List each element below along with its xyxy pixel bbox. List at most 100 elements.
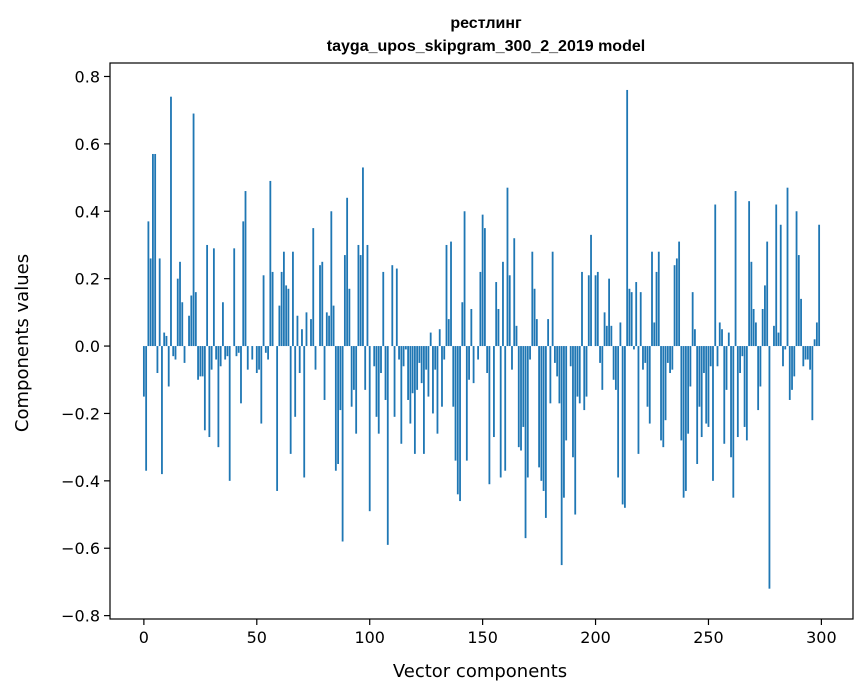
- bar-component-57: [271, 271, 274, 347]
- bar-component-185: [560, 346, 563, 566]
- y-tick-label: 0.4: [75, 202, 100, 221]
- x-tick-label: 100: [354, 628, 385, 647]
- bar-component-118: [409, 346, 412, 424]
- bar-component-225: [651, 251, 653, 347]
- bar-component-30: [210, 346, 213, 370]
- bar-component-24: [197, 346, 199, 380]
- bar-component-206: [608, 278, 611, 347]
- bar-component-233: [669, 346, 671, 374]
- bar-component-26: [201, 346, 204, 377]
- bar-component-93: [352, 346, 355, 390]
- bar-component-280: [775, 204, 778, 347]
- bar-component-203: [601, 346, 604, 390]
- bar-component-209: [614, 346, 617, 390]
- bar-component-5: [154, 153, 157, 347]
- bar-component-72: [305, 312, 308, 347]
- bar-component-236: [675, 258, 678, 347]
- bar-component-3: [149, 258, 152, 347]
- bar-component-253: [714, 204, 717, 347]
- bar-component-33: [217, 346, 220, 448]
- bar-component-237: [678, 241, 681, 347]
- chart-subtitle: tayga_upos_skipgram_300_2_2019 model: [327, 38, 645, 55]
- bar-component-32: [215, 346, 218, 360]
- bar-component-215: [628, 288, 631, 347]
- bar-component-179: [547, 319, 550, 347]
- y-tick-label: −0.8: [61, 607, 100, 626]
- bar-component-142: [463, 211, 466, 347]
- bar-component-64: [287, 288, 290, 347]
- bar-component-202: [599, 346, 601, 363]
- bar-component-294: [806, 346, 809, 360]
- bar-component-53: [262, 275, 265, 347]
- bar-component-264: [739, 346, 741, 374]
- bar-component-186: [563, 346, 565, 498]
- bar-component-226: [653, 322, 656, 347]
- bar-component-59: [276, 346, 279, 491]
- x-tick-label: 150: [467, 628, 498, 647]
- bar-component-100: [368, 346, 371, 512]
- bar-component-116: [404, 346, 407, 350]
- bar-component-251: [709, 346, 712, 367]
- bar-component-15: [176, 278, 179, 347]
- bar-component-60: [278, 305, 281, 347]
- bar-component-282: [779, 224, 782, 347]
- bar-component-268: [748, 201, 751, 347]
- bar-component-288: [793, 346, 796, 377]
- bar-component-131: [438, 329, 441, 347]
- bar-component-104: [377, 346, 380, 434]
- bar-component-126: [427, 346, 430, 397]
- bar-component-290: [797, 255, 800, 347]
- bar-component-180: [549, 346, 552, 404]
- bar-component-29: [208, 346, 211, 438]
- y-tick-label: −0.4: [61, 472, 100, 491]
- bar-component-213: [624, 346, 626, 508]
- bar-component-62: [282, 251, 285, 347]
- bar-component-256: [721, 329, 723, 347]
- bar-component-234: [671, 346, 674, 370]
- bar-component-45: [244, 191, 247, 347]
- bar-component-242: [689, 346, 692, 387]
- bar-component-120: [413, 346, 416, 454]
- bar-component-220: [639, 292, 642, 347]
- bar-component-191: [574, 346, 577, 515]
- bar-component-158: [499, 346, 502, 478]
- bar-component-263: [736, 346, 739, 438]
- bar-component-269: [750, 261, 753, 347]
- bar-component-127: [429, 332, 432, 347]
- bar-component-18: [183, 346, 186, 363]
- bar-component-150: [481, 214, 484, 347]
- bar-component-217: [633, 346, 635, 350]
- bar-component-10: [165, 335, 168, 347]
- bar-component-166: [517, 346, 520, 448]
- bar-component-4: [152, 153, 154, 347]
- bar-component-211: [619, 322, 622, 347]
- bar-component-78: [319, 265, 321, 347]
- bar-component-13: [172, 346, 175, 357]
- bar-component-27: [203, 346, 206, 431]
- bar-component-193: [578, 346, 581, 404]
- bar-component-40: [233, 248, 236, 347]
- bar-component-67: [294, 346, 297, 417]
- bar-component-111: [393, 346, 396, 417]
- bar-component-70: [301, 329, 303, 347]
- bar-component-155: [493, 346, 495, 438]
- bar-component-160: [504, 346, 507, 471]
- bar-component-291: [800, 298, 802, 347]
- bar-component-266: [743, 346, 746, 427]
- bar-component-145: [470, 308, 473, 347]
- bar-component-189: [569, 346, 572, 367]
- bar-component-287: [791, 346, 793, 390]
- plot-frame: [109, 62, 854, 620]
- bar-component-176: [540, 346, 543, 481]
- bar-component-161: [506, 187, 509, 347]
- bar-component-285: [786, 187, 789, 347]
- bar-component-298: [815, 322, 818, 347]
- bar-component-204: [603, 312, 606, 347]
- bar-component-207: [610, 325, 613, 347]
- bar-component-148: [477, 346, 480, 360]
- bar-component-31: [212, 248, 215, 347]
- bar-component-277: [768, 346, 771, 589]
- bar-component-200: [594, 275, 597, 347]
- bar-component-66: [292, 251, 294, 347]
- bar-component-139: [456, 346, 459, 495]
